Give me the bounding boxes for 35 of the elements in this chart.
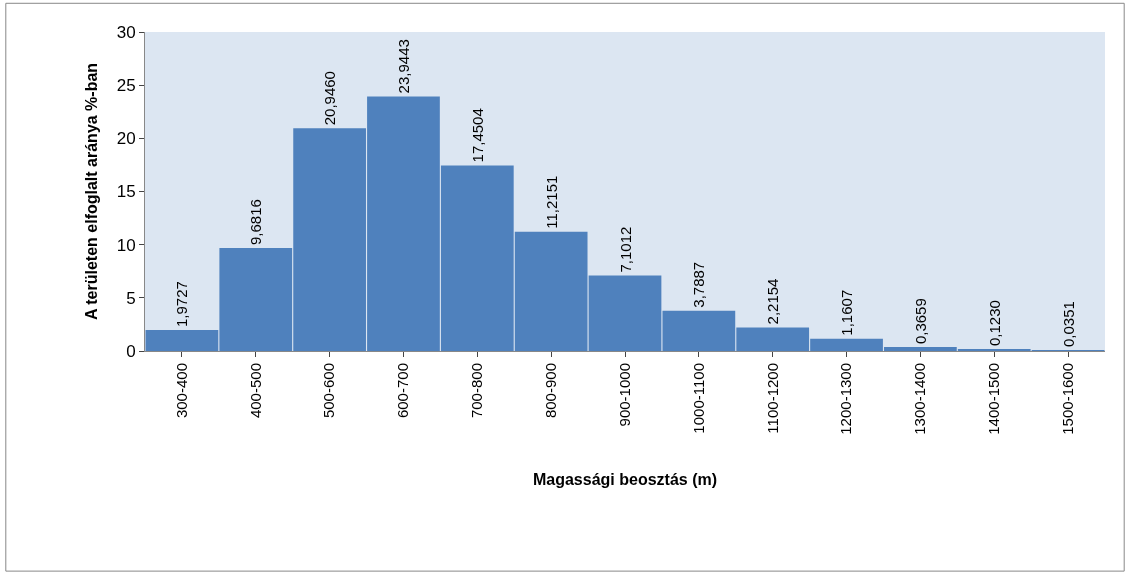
x-tick-label: 1200-1300	[837, 363, 855, 435]
x-tick-label: 300-400	[172, 363, 190, 419]
y-tick-label: 30	[116, 22, 136, 42]
data-label: 0,3659	[911, 298, 929, 345]
data-label: 0,0351	[1059, 301, 1077, 347]
x-tick-label: 1100-1200	[763, 363, 781, 434]
data-label: 7,1012	[616, 226, 634, 273]
y-tick-label: 0	[126, 341, 136, 361]
data-label: 20,9460	[321, 71, 339, 126]
y-tick-label: 5	[126, 288, 136, 308]
x-tick-label: 1300-1400	[911, 363, 929, 435]
data-label: 1,9727	[173, 281, 191, 328]
y-tick-label: 15	[116, 182, 136, 202]
y-tick-label: 20	[116, 129, 136, 149]
data-label: 1,1607	[838, 289, 856, 336]
y-tick-label: 25	[116, 76, 136, 96]
x-tick-label: 1000-1100	[689, 363, 707, 434]
data-label: 3,7887	[690, 261, 708, 308]
x-tick-label: 1400-1500	[985, 363, 1003, 435]
data-label: 23,9443	[394, 39, 412, 94]
x-tick-label: 900-1000	[615, 363, 633, 427]
y-tick-label: 10	[116, 235, 136, 255]
x-tick-label: 800-900	[542, 363, 560, 419]
y-axis-title: A területen elfoglalt aránya %-ban	[82, 62, 100, 321]
x-tick-label: 500-600	[320, 363, 338, 419]
data-label: 9,6816	[247, 199, 265, 246]
x-tick-label: 600-700	[394, 363, 412, 419]
x-axis-title: Magassági beosztás (m)	[532, 471, 718, 489]
data-label: 17,4504	[468, 108, 486, 163]
data-label: 2,2154	[764, 278, 782, 325]
x-tick-label: 700-800	[468, 363, 486, 419]
x-tick-label: 1500-1600	[1058, 363, 1076, 435]
x-tick-label: 400-500	[246, 363, 264, 419]
data-label: 0,1230	[985, 300, 1003, 346]
data-label: 11,2151	[542, 175, 560, 229]
